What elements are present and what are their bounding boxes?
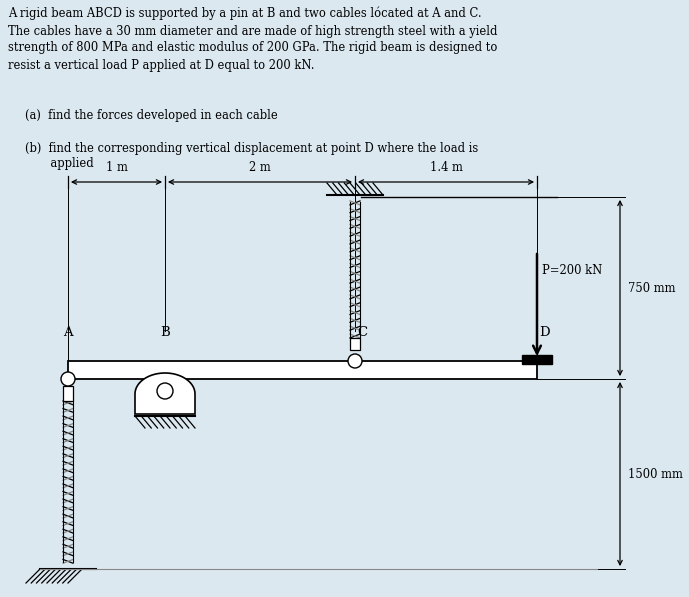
- Text: (b)  find the corresponding vertical displacement at point D where the load is: (b) find the corresponding vertical disp…: [25, 142, 478, 155]
- Bar: [68, 361, 537, 379]
- Polygon shape: [135, 373, 195, 414]
- Circle shape: [348, 354, 362, 368]
- Text: 2 m: 2 m: [249, 161, 271, 174]
- Circle shape: [157, 383, 173, 399]
- Bar: [63, 386, 73, 401]
- Text: C: C: [357, 326, 367, 339]
- Text: applied: applied: [25, 157, 94, 170]
- Text: B: B: [160, 326, 169, 339]
- Text: D: D: [539, 326, 550, 339]
- Text: 1 m: 1 m: [105, 161, 127, 174]
- Circle shape: [61, 372, 75, 386]
- Text: P=200 kN: P=200 kN: [542, 264, 602, 278]
- Bar: [350, 338, 360, 350]
- Text: 1500 mm: 1500 mm: [628, 467, 683, 481]
- Text: 750 mm: 750 mm: [628, 282, 675, 294]
- Text: A: A: [63, 326, 72, 339]
- Bar: [522, 355, 552, 364]
- Text: 1.4 m: 1.4 m: [429, 161, 462, 174]
- Text: A rigid beam ABCD is supported by a pin at B and two cables lócated at A and C.
: A rigid beam ABCD is supported by a pin …: [8, 7, 497, 72]
- Text: (a)  find the forces developed in each cable: (a) find the forces developed in each ca…: [25, 109, 278, 122]
